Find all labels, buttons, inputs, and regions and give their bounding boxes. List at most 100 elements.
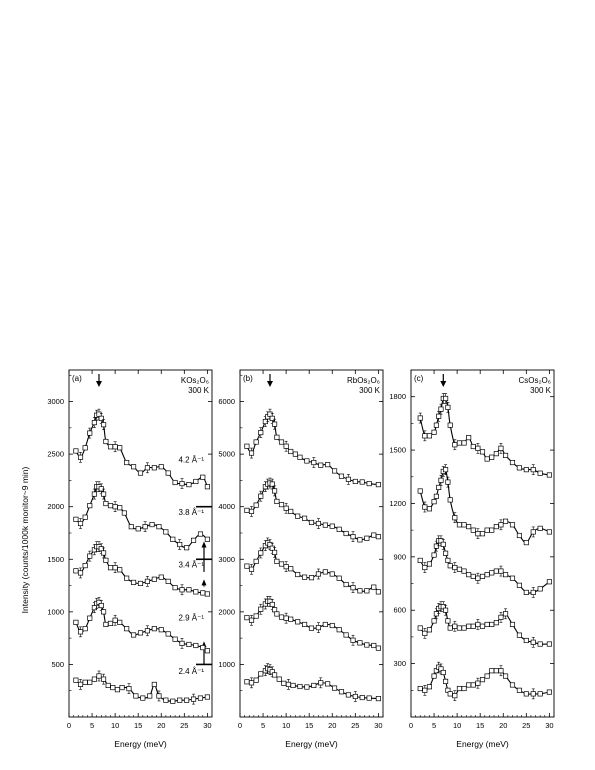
series-1 — [417, 393, 552, 478]
data-point — [193, 589, 199, 595]
compound-label: RbOs₂O₆ — [347, 376, 380, 385]
data-point — [461, 685, 467, 692]
y-tick-label: 1800 — [389, 392, 406, 401]
data-point — [433, 422, 439, 428]
data-point — [131, 579, 137, 585]
x-tick-label: 5 — [90, 721, 94, 730]
y-tick-label: 2000 — [218, 607, 235, 616]
data-point — [336, 526, 342, 532]
x-tick-label: 10 — [282, 721, 290, 730]
data-point — [484, 673, 490, 679]
data-point — [537, 641, 543, 647]
data-point — [546, 689, 552, 695]
series-1: 4.2 Å⁻¹ — [73, 408, 210, 490]
data-point — [165, 631, 171, 637]
data-point — [124, 459, 130, 466]
x-tick-label: 30 — [374, 721, 382, 730]
temperature-label: 300 K — [359, 386, 381, 395]
data-point — [101, 676, 107, 682]
data-point — [96, 673, 102, 679]
data-point — [484, 572, 490, 578]
x-tick-label: 20 — [157, 721, 165, 730]
data-point — [332, 685, 338, 691]
data-point — [516, 687, 522, 693]
data-point — [253, 502, 259, 508]
data-point — [77, 570, 84, 576]
x-axis-label: Energy (meV) — [285, 739, 338, 749]
data-point — [470, 443, 476, 450]
data-point — [523, 637, 529, 644]
data-point — [461, 625, 467, 631]
data-point — [156, 693, 162, 699]
data-point — [452, 515, 458, 521]
data-point — [302, 574, 308, 580]
data-point — [489, 527, 495, 533]
data-point — [82, 445, 88, 451]
data-point — [470, 623, 476, 629]
data-point — [431, 618, 437, 624]
data-point — [98, 602, 104, 609]
data-point — [375, 534, 381, 540]
data-point — [447, 563, 453, 569]
data-point — [470, 573, 476, 579]
data-point — [325, 462, 331, 468]
data-point — [179, 481, 185, 487]
data-point — [509, 575, 516, 581]
data-point — [124, 626, 130, 632]
data-point — [436, 484, 442, 490]
x-tick-label: 0 — [67, 721, 71, 730]
data-point — [244, 563, 250, 569]
data-point — [186, 641, 192, 647]
data-point — [523, 467, 529, 473]
data-point — [498, 445, 504, 451]
data-point — [258, 671, 264, 677]
data-point — [204, 591, 210, 597]
data-point — [431, 552, 437, 558]
data-point — [112, 617, 118, 623]
x-tick-label: 15 — [476, 721, 484, 730]
data-point — [359, 694, 365, 701]
series-4 — [417, 601, 552, 648]
data-point — [151, 576, 157, 582]
data-point — [204, 536, 210, 542]
data-point — [503, 452, 509, 458]
x-axis-label: Energy (meV) — [456, 739, 509, 749]
data-point — [456, 685, 462, 692]
data-point — [461, 522, 467, 528]
data-point — [283, 615, 289, 621]
data-point — [523, 691, 529, 697]
data-point — [431, 499, 437, 505]
data-point — [311, 459, 317, 466]
data-point — [493, 620, 499, 626]
data-point — [288, 616, 294, 622]
data-point — [107, 620, 114, 626]
data-point — [107, 444, 114, 450]
data-point — [295, 513, 301, 519]
x-tick-label: 5 — [432, 721, 436, 730]
y-tick-label: 2000 — [47, 502, 64, 511]
data-point — [244, 507, 250, 513]
y-tick-label: 3000 — [218, 555, 235, 564]
series-2 — [417, 464, 552, 546]
data-point — [295, 571, 301, 578]
data-point — [325, 681, 331, 687]
data-point — [445, 618, 451, 624]
data-point — [479, 623, 486, 629]
data-point — [375, 645, 381, 651]
series-fit-line — [246, 413, 379, 486]
data-point — [272, 549, 278, 555]
data-point — [112, 565, 118, 571]
data-point — [101, 491, 107, 497]
data-point — [470, 682, 476, 688]
data-point — [137, 630, 144, 636]
data-point — [308, 575, 315, 581]
data-point — [489, 621, 495, 628]
data-point — [498, 568, 504, 574]
data-point — [470, 527, 476, 533]
x-tick-label: 15 — [305, 721, 313, 730]
data-point — [530, 529, 536, 535]
data-point — [248, 617, 255, 623]
data-point — [493, 524, 499, 530]
